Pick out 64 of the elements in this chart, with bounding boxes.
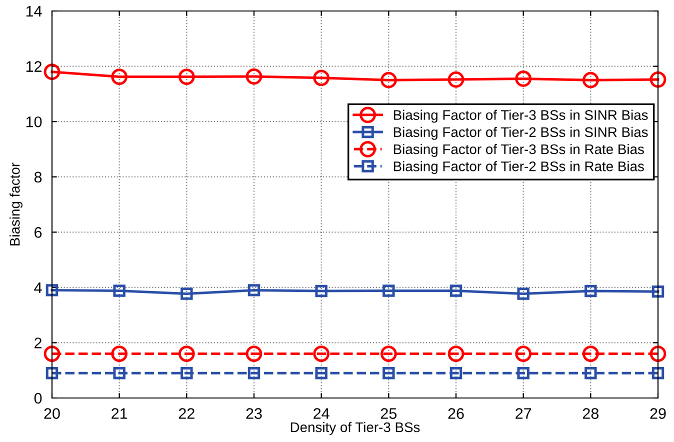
x-tick-label: 25: [380, 408, 397, 419]
point: [650, 71, 666, 88]
point: [584, 284, 597, 298]
y-tick-label: 10: [26, 116, 42, 128]
point: [448, 71, 464, 88]
point: [113, 284, 126, 297]
point: [248, 367, 260, 380]
point: [178, 68, 195, 85]
point: [246, 68, 262, 85]
point: [450, 367, 462, 380]
point: [380, 72, 397, 88]
point: [313, 70, 330, 86]
x-tick-label: 20: [44, 408, 60, 419]
y-tick-label: 6: [34, 227, 42, 238]
point: [582, 72, 599, 88]
y-tick-label: 2: [34, 338, 42, 348]
point: [517, 367, 530, 380]
point: [44, 346, 60, 362]
point: [246, 346, 262, 362]
x-tick-label: 24: [314, 408, 330, 419]
legend-label: Biasing Factor of Tier-3 BSs in Rate Bias: [394, 144, 644, 157]
point: [315, 284, 328, 298]
legend-label: Biasing Factor of Tier-2 BSs in SINR Bias: [394, 126, 648, 140]
point: [450, 284, 462, 297]
point: [46, 284, 58, 296]
point: [517, 288, 530, 300]
point: [113, 367, 126, 380]
point: [248, 284, 260, 296]
point: [111, 346, 128, 362]
x-tick-label: 29: [650, 408, 666, 419]
x-tick-label: 26: [448, 408, 464, 419]
legend-label: Biasing Factor of Tier-3 BSs in SINR Bias: [394, 110, 648, 123]
y-axis-title: Biasing factor: [10, 162, 23, 246]
y-tick-label: 0: [34, 392, 42, 404]
x-tick-label: 21: [112, 408, 128, 419]
x-tick-label: 23: [246, 408, 262, 419]
point: [46, 367, 58, 380]
point: [315, 367, 328, 380]
x-tick-label: 22: [178, 408, 194, 419]
y-tick-label: 12: [26, 61, 42, 72]
point: [515, 346, 532, 362]
point: [313, 346, 330, 362]
point: [178, 346, 195, 362]
y-tick-label: 14: [26, 6, 42, 17]
point: [584, 367, 597, 380]
point: [650, 346, 666, 362]
point: [111, 68, 128, 85]
point: [652, 285, 664, 298]
point: [652, 367, 664, 380]
point: [382, 367, 395, 380]
legend-label: Biasing Factor of Tier-2 BSs in Rate Bias: [394, 161, 644, 174]
point: [180, 367, 193, 380]
point: [582, 346, 599, 362]
x-axis-title: Density of Tier-3 BSs: [290, 422, 420, 435]
x-tick-label: 27: [516, 408, 532, 419]
point: [44, 64, 60, 80]
point: [448, 346, 464, 362]
point: [180, 288, 193, 300]
x-tick-label: 28: [582, 408, 598, 419]
point: [380, 346, 397, 362]
y-tick-label: 8: [34, 172, 42, 183]
y-tick-label: 4: [34, 282, 42, 293]
point: [515, 70, 532, 87]
point: [382, 284, 395, 297]
